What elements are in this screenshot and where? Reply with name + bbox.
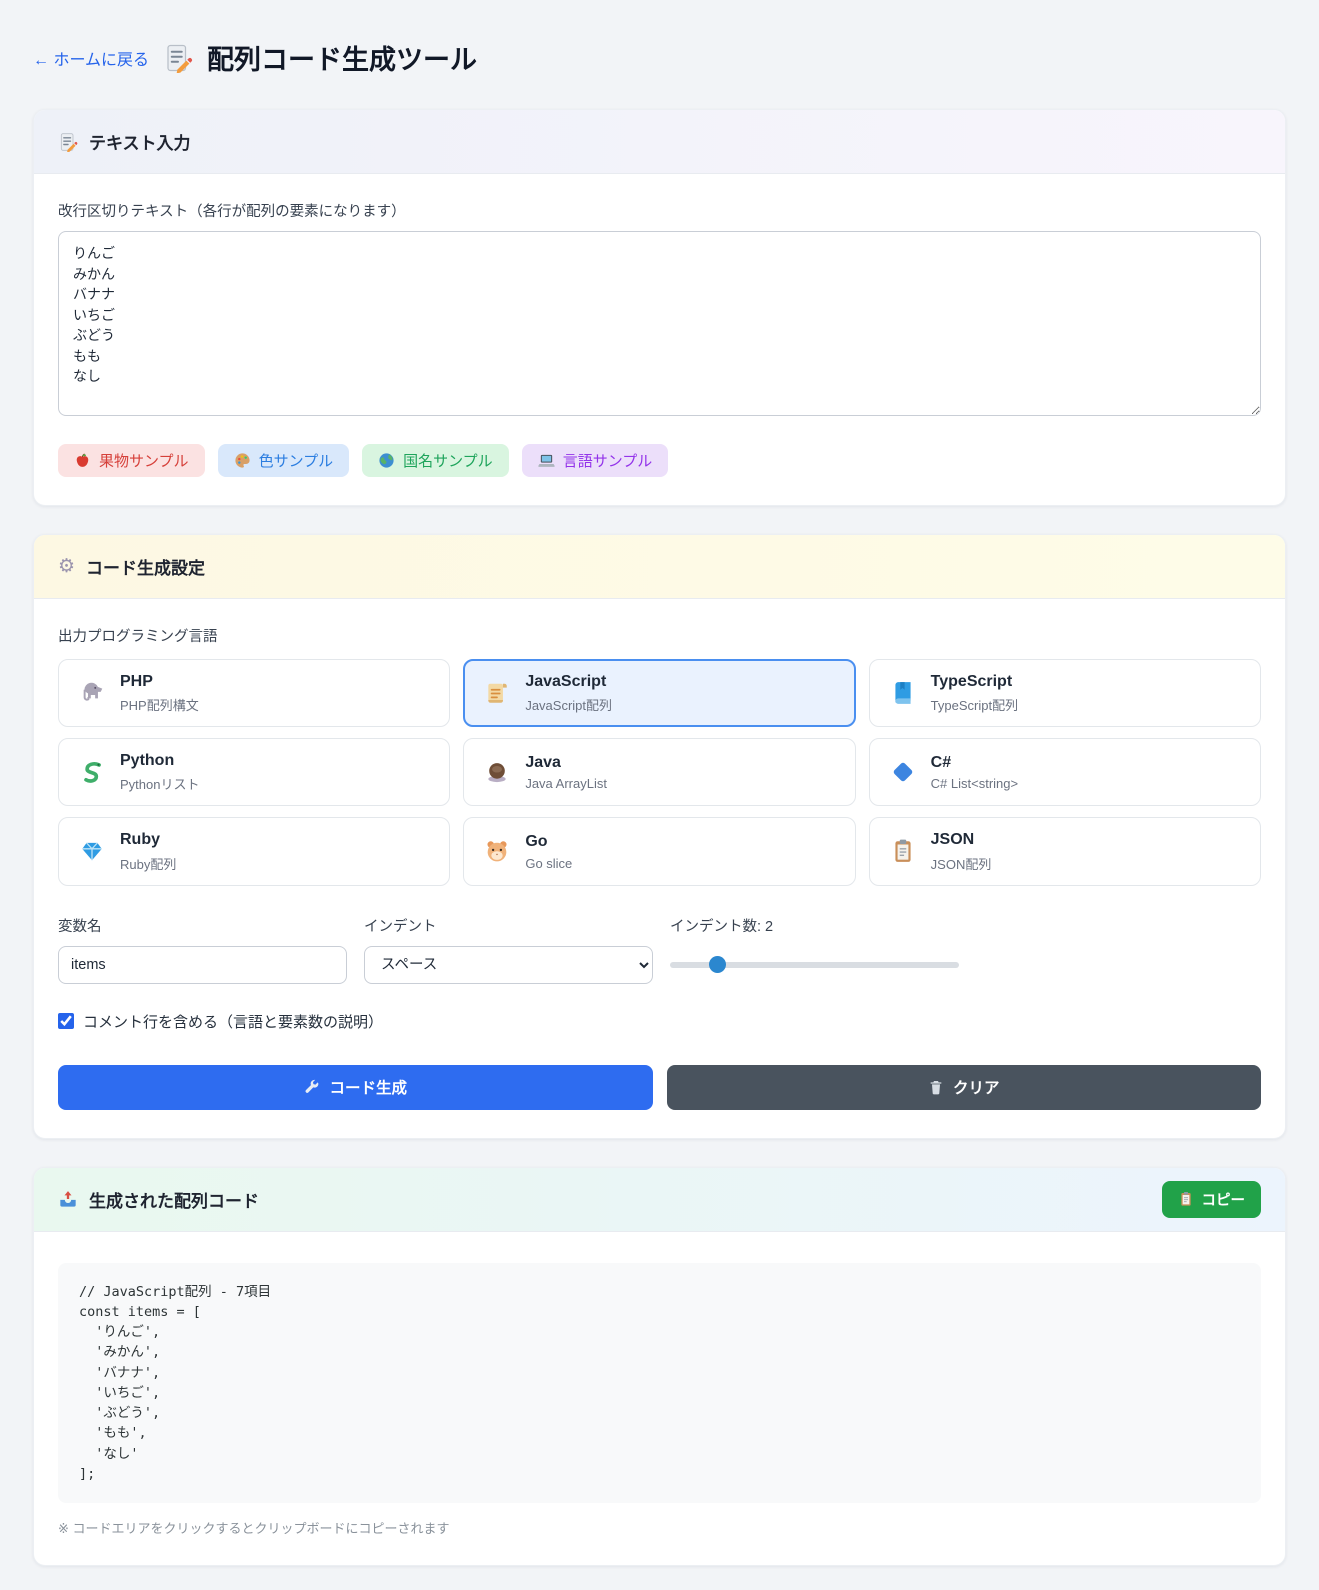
sample-chip[interactable]: 色サンプル <box>217 444 350 477</box>
indent-count-label: インデント数: 2 <box>670 918 774 935</box>
top-bar: ← ホームに戻る 配列コード生成ツール <box>33 38 1286 77</box>
back-home-link[interactable]: ← ホームに戻る <box>33 51 149 69</box>
comment-checkbox-row: コメント行を含める（言語と要素数の説明） <box>58 1011 1261 1032</box>
text-input-card-header: テキスト入力 <box>34 110 1285 174</box>
language-grid: PHP PHP配列構文 JavaScript JavaScript配列 TypeScri… <box>58 659 1261 886</box>
generate-code-button[interactable]: コード生成 <box>58 1064 653 1110</box>
outbox-icon <box>58 1189 78 1209</box>
indent-type-label: インデント <box>364 918 437 935</box>
language-option-json[interactable]: JSON JSON配列 <box>868 817 1261 886</box>
laptop-icon <box>537 452 555 469</box>
globe-icon <box>378 452 395 469</box>
textarea-label: 改行区切りテキスト（各行が配列の要素になります） <box>58 204 406 220</box>
snake-icon <box>79 759 105 785</box>
clear-button[interactable]: クリア <box>666 1064 1261 1110</box>
output-card: 生成された配列コード コピー // JavaScript配列 - 7項目 con… <box>33 1166 1286 1567</box>
variable-name-label: 変数名 <box>58 918 102 935</box>
book-icon <box>890 680 916 706</box>
indent-type-select[interactable]: スペース <box>364 945 653 984</box>
indent-count-slider[interactable] <box>670 961 959 968</box>
scroll-icon <box>484 680 510 706</box>
gear-icon: ⚙ <box>58 555 76 577</box>
language-option-c[interactable]: C# C# List<string> <box>868 738 1261 807</box>
language-option-javascript[interactable]: JavaScript JavaScript配列 <box>463 659 856 728</box>
text-input-card-title: テキスト入力 <box>89 134 191 153</box>
lines-textarea[interactable]: りんご みかん バナナ いちご ぶどう もも なし <box>58 231 1261 416</box>
comment-checkbox[interactable] <box>58 1013 74 1030</box>
settings-card: ⚙ コード生成設定 出力プログラミング言語 PHP PHP配列構文 JavaScri… <box>33 534 1286 1139</box>
memo-icon <box>163 43 193 73</box>
apple-icon <box>74 452 91 469</box>
palette-icon <box>234 452 251 469</box>
hamster-icon <box>484 838 510 864</box>
copy-button[interactable]: コピー <box>1161 1180 1261 1218</box>
language-option-python[interactable]: Python Pythonリスト <box>58 738 451 807</box>
coffee-icon <box>484 759 510 785</box>
copy-hint-note: ※ コードエリアをクリックするとクリップボードにコピーされます <box>58 1521 450 1537</box>
memo-icon <box>58 132 78 152</box>
clipboard-icon <box>890 838 916 864</box>
language-option-ruby[interactable]: Ruby Ruby配列 <box>58 817 451 886</box>
settings-card-title: コード生成設定 <box>86 559 206 578</box>
sample-chip[interactable]: 果物サンプル <box>58 444 205 477</box>
page-title: 配列コード生成ツール <box>206 45 477 75</box>
generated-code-block[interactable]: // JavaScript配列 - 7項目 const items = [ 'り… <box>58 1262 1261 1504</box>
gem-icon <box>79 838 105 864</box>
trash-icon <box>928 1079 944 1095</box>
language-option-php[interactable]: PHP PHP配列構文 <box>58 659 451 728</box>
options-row: 変数名 インデント スペース インデント数: 2 <box>58 915 1261 984</box>
action-row: コード生成 クリア <box>58 1064 1261 1110</box>
language-option-typescript[interactable]: TypeScript TypeScript配列 <box>868 659 1261 728</box>
sample-chip-row: 果物サンプル 色サンプル 国名サンプル 言語サンプル <box>58 444 1261 477</box>
text-input-card: テキスト入力 改行区切りテキスト（各行が配列の要素になります） りんご みかん … <box>33 109 1286 506</box>
sample-chip[interactable]: 言語サンプル <box>521 444 669 477</box>
clipboard-icon <box>1178 1191 1194 1207</box>
wrench-icon <box>303 1079 320 1096</box>
output-card-title: 生成された配列コード <box>89 1191 259 1211</box>
variable-name-input[interactable] <box>58 945 347 984</box>
language-section-label: 出力プログラミング言語 <box>58 629 218 645</box>
elephant-icon <box>79 680 105 706</box>
output-card-header: 生成された配列コード コピー <box>34 1167 1285 1232</box>
language-option-java[interactable]: Java Java ArrayList <box>463 738 856 807</box>
settings-card-header: ⚙ コード生成設定 <box>34 535 1285 599</box>
language-option-go[interactable]: Go Go slice <box>463 817 856 886</box>
sample-chip[interactable]: 国名サンプル <box>362 444 509 477</box>
comment-checkbox-label: コメント行を含める（言語と要素数の説明） <box>83 1013 384 1031</box>
diamond-icon <box>890 759 916 785</box>
